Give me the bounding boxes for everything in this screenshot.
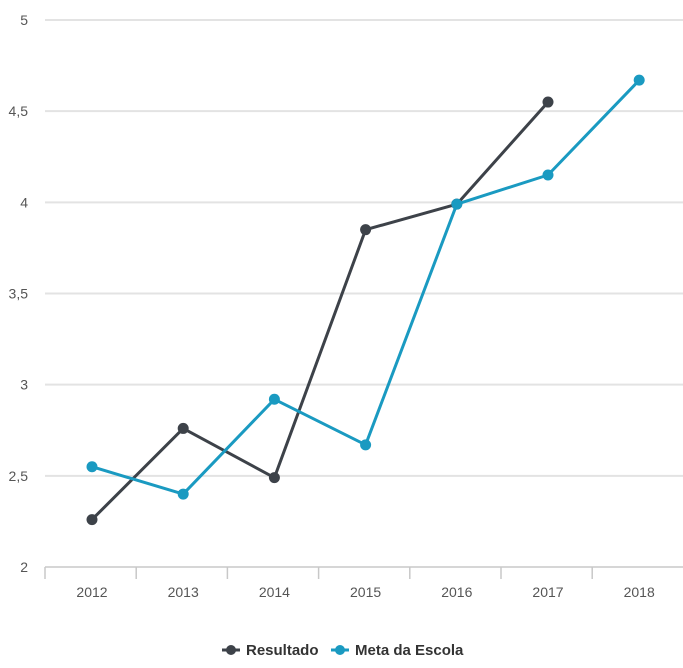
data-point[interactable] xyxy=(268,472,280,484)
y-tick-label: 3 xyxy=(20,377,28,393)
y-tick-label: 2 xyxy=(20,559,28,575)
legend-label: Resultado xyxy=(246,642,319,659)
legend-marker xyxy=(226,645,236,655)
data-point[interactable] xyxy=(542,96,554,108)
data-point[interactable] xyxy=(633,74,645,86)
data-point[interactable] xyxy=(177,488,189,500)
legend[interactable]: Resultado Meta da Escola xyxy=(222,642,464,659)
data-point[interactable] xyxy=(360,224,372,236)
y-tick-label: 5 xyxy=(20,12,28,28)
x-tick-label: 2015 xyxy=(350,584,381,600)
x-tick-label: 2016 xyxy=(441,584,472,600)
data-point[interactable] xyxy=(451,198,463,210)
series-line-1 xyxy=(90,100,550,522)
x-tick-label: 2014 xyxy=(259,584,290,600)
grid-layer xyxy=(45,19,683,477)
x-tick-label: 2013 xyxy=(168,584,199,600)
data-point[interactable] xyxy=(86,461,98,473)
data-point[interactable] xyxy=(86,514,98,526)
axis-layer: 2 2,5 3 3,5 4 4,5 5 2012 2013 2014 2015 2016 2017 201… xyxy=(9,12,683,600)
legend-label: Meta da Escola xyxy=(355,642,464,659)
x-tick-label: 2018 xyxy=(624,584,655,600)
x-tick-label: 2017 xyxy=(532,584,563,600)
y-tick-label: 4 xyxy=(20,194,28,210)
data-point[interactable] xyxy=(542,169,554,181)
y-tick-label: 4,5 xyxy=(9,103,29,119)
data-point[interactable] xyxy=(177,422,189,434)
data-point[interactable] xyxy=(268,393,280,405)
series-line-2 xyxy=(90,78,641,496)
y-tick-label: 3,5 xyxy=(9,286,29,302)
series-layer xyxy=(86,74,645,526)
data-point[interactable] xyxy=(360,439,372,451)
x-tick-label: 2012 xyxy=(76,584,107,600)
legend-item-1[interactable]: Resultado xyxy=(222,642,319,659)
legend-item-2[interactable]: Meta da Escola xyxy=(331,642,464,659)
y-tick-label: 2,5 xyxy=(9,468,29,484)
legend-marker xyxy=(335,645,345,655)
